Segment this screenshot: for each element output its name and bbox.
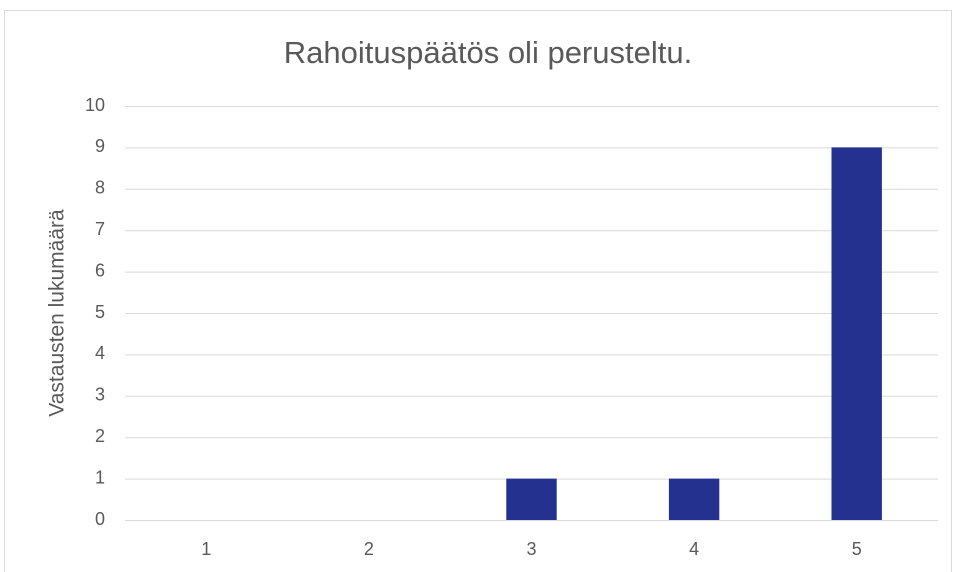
x-tick-label: 2 — [364, 539, 374, 559]
y-tick-label: 6 — [95, 260, 105, 280]
bar — [668, 478, 720, 520]
chart-frame — [4, 10, 952, 572]
y-tick-label: 7 — [95, 219, 105, 239]
chart-title: Rahoituspäätös oli perusteltu. — [284, 35, 692, 70]
y-tick-label: 8 — [95, 178, 105, 198]
y-tick-label: 2 — [95, 426, 105, 446]
y-axis-title: Vastausten lukumäärä — [46, 209, 69, 417]
x-tick-label: 4 — [689, 539, 699, 559]
y-tick-label: 5 — [95, 302, 105, 322]
x-tick-label: 5 — [852, 539, 862, 559]
bar — [506, 478, 557, 520]
x-tick-label: 3 — [526, 539, 536, 559]
y-tick-label: 1 — [95, 467, 105, 487]
y-tick-label: 10 — [85, 95, 105, 115]
y-tick-label: 0 — [95, 509, 105, 529]
y-tick-label: 3 — [95, 385, 105, 405]
x-tick-label: 1 — [201, 539, 211, 559]
bar — [831, 147, 882, 520]
y-tick-label: 9 — [95, 136, 105, 156]
y-tick-label: 4 — [95, 343, 105, 363]
